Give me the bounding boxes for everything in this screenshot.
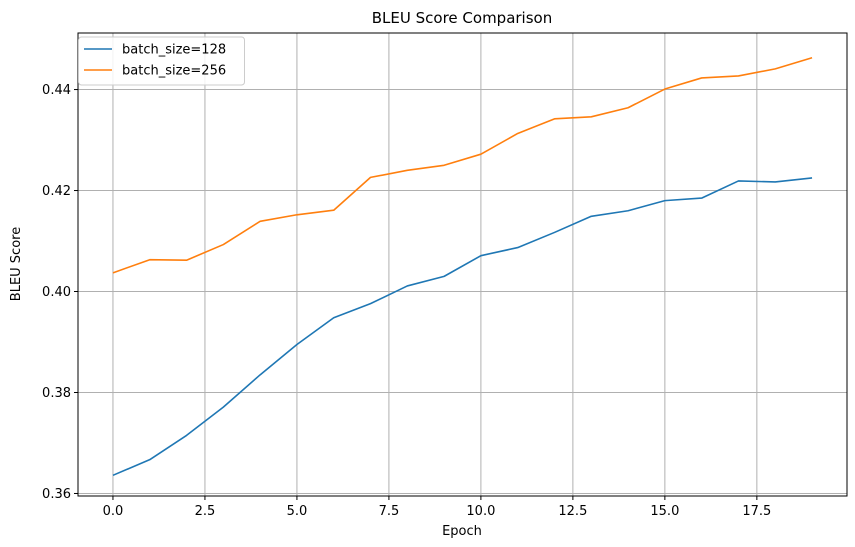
x-tick-label: 0.0 xyxy=(103,504,124,519)
y-axis-ticks: 0.36 0.38 0.40 0.42 0.44 xyxy=(42,83,78,502)
x-tick-label: 5.0 xyxy=(287,504,308,519)
x-tick-label: 7.5 xyxy=(379,504,400,519)
x-tick-label: 15.0 xyxy=(650,504,679,519)
x-tick-label: 10.0 xyxy=(466,504,495,519)
plot-area xyxy=(78,33,847,496)
y-tick-label: 0.44 xyxy=(42,83,71,98)
x-axis-ticks: 0.0 2.5 5.0 7.5 10.0 12.5 15.0 17.5 xyxy=(103,496,771,519)
plot-frame xyxy=(77,32,848,497)
series-line-2 xyxy=(112,56,813,274)
y-tick-label: 0.40 xyxy=(42,285,71,300)
legend-label-2: batch_size=256 xyxy=(122,64,226,79)
grid-lines xyxy=(78,33,847,496)
y-tick-label: 0.36 xyxy=(42,487,71,502)
x-tick-label: 2.5 xyxy=(195,504,216,519)
legend-label-1: batch_size=128 xyxy=(122,43,226,58)
y-tick-label: 0.38 xyxy=(42,386,71,401)
x-axis-label: Epoch xyxy=(442,524,482,539)
y-tick-label: 0.42 xyxy=(42,184,71,199)
series-line-1 xyxy=(112,177,813,477)
legend: batch_size=128 batch_size=256 xyxy=(78,36,245,86)
series-lines xyxy=(112,56,813,477)
legend-box xyxy=(78,36,245,86)
chart-title: BLEU Score Comparison xyxy=(372,9,552,27)
x-tick-label: 17.5 xyxy=(742,504,771,519)
y-axis-label: BLEU Score xyxy=(9,227,24,301)
x-tick-label: 12.5 xyxy=(558,504,587,519)
